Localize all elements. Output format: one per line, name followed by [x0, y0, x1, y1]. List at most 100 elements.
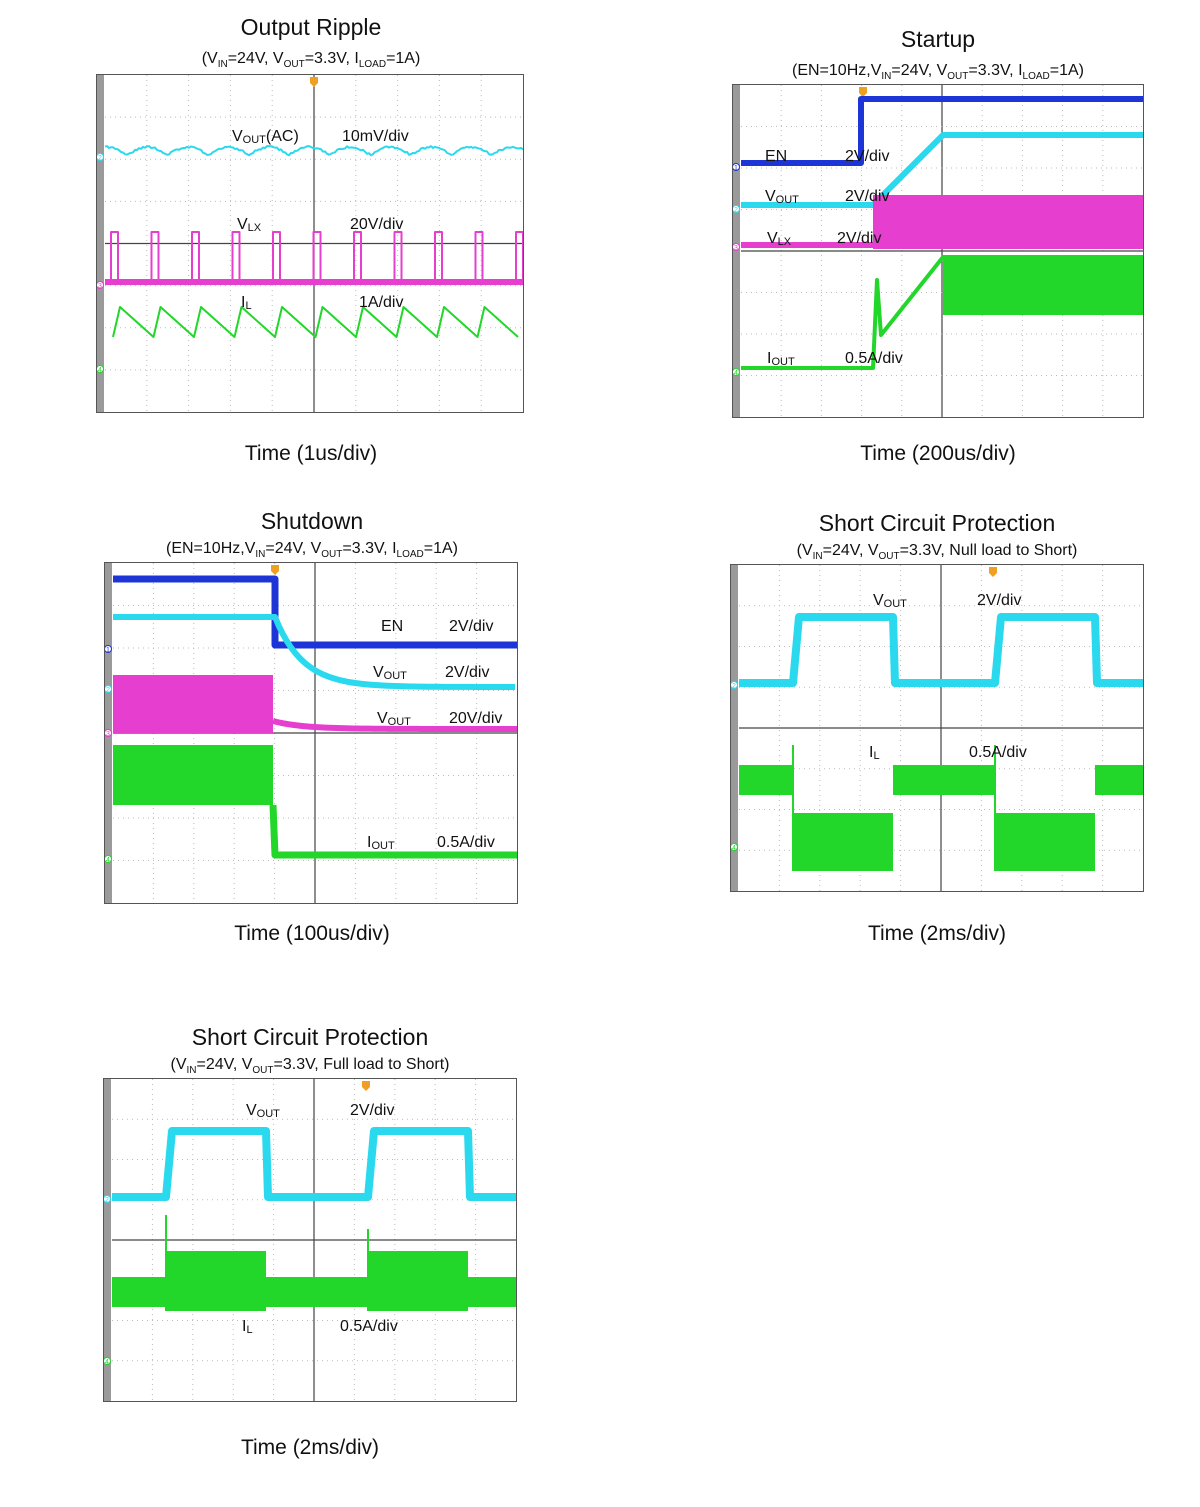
channel-marker-number: 3	[106, 731, 110, 738]
trace-scale-label: 2V/div	[977, 592, 1021, 609]
trace-il-short-ripple	[368, 1251, 468, 1311]
subtitle-subscript: OUT	[284, 59, 305, 70]
subtitle-subscript: LOAD	[359, 59, 386, 70]
trace-label: EN	[765, 148, 787, 165]
chart-title: Shutdown	[104, 508, 520, 535]
subtitle-text: =24V, V	[197, 1056, 253, 1073]
trigger-marker	[362, 1081, 370, 1091]
subtitle-text: (V	[202, 50, 218, 67]
trace-iout-ripple	[113, 745, 273, 805]
trace-label-subscript: OUT	[243, 134, 267, 146]
trigger-marker	[989, 567, 997, 577]
panel-short-circuit-full-load: Short Circuit Protection (VIN=24V, VOUT=…	[103, 1022, 517, 1472]
channel-marker-number: 4	[98, 367, 102, 374]
trace-label: VLX	[237, 216, 262, 234]
panel-shutdown: Shutdown (EN=10Hz,VIN=24V, VOUT=3.3V, IL…	[104, 506, 520, 956]
trace-label-main: V	[246, 1102, 257, 1119]
channel-marker-number: 2	[734, 207, 738, 214]
chart-subtitle: (EN=10Hz,VIN=24V, VOUT=3.3V, ILOAD=1A)	[104, 540, 520, 560]
scope-plot: 2 4 VOUT 2V/div IL 0.5A/div	[731, 565, 1143, 891]
scope-screen: 1 2 3 4 EN 2V/div VOUT 2V/div VLX 2V/div IOUT 0.5A/…	[732, 84, 1144, 418]
subtitle-text: =3.3V, Full load to Short)	[274, 1056, 450, 1073]
trace-label: VOUT(AC)	[232, 128, 299, 146]
trace-label-subscript: L	[245, 300, 251, 312]
trace-label-subscript: OUT	[257, 1108, 281, 1120]
subtitle-text: (EN=10Hz,V	[166, 540, 255, 557]
scope-plot: 1234EN 2V/divVOUT 2V/divVLX 2V/divIOUT 0.5A/…	[733, 85, 1143, 417]
subtitle-subscript: IN	[218, 59, 228, 70]
trace-label-subscript: OUT	[776, 194, 800, 206]
panel-startup: Startup (EN=10Hz,VIN=24V, VOUT=3.3V, ILO…	[732, 22, 1144, 472]
subtitle-subscript: OUT	[879, 551, 900, 562]
chart-title: Output Ripple	[96, 14, 526, 41]
subtitle-subscript: LOAD	[397, 549, 424, 560]
scope-screen: 2 3 4 VOUT(AC) 10mV/div VLX 20V/div IL 1A/div	[96, 74, 524, 413]
trace-label-subscript: OUT	[388, 716, 412, 728]
trace-label-main: V	[373, 664, 384, 681]
trace-label-subscript: OUT	[384, 670, 408, 682]
trace-vlx-noise	[105, 279, 523, 285]
trace-label-subscript: OUT	[884, 598, 908, 610]
x-axis-label: Time (2ms/div)	[103, 1436, 517, 1460]
channel-marker-number: 4	[732, 845, 736, 852]
channel-marker-number: 3	[98, 283, 102, 290]
trace-vlx-switching	[113, 675, 273, 733]
subtitle-subscript: OUT	[252, 1065, 273, 1076]
trace-iout-ripple	[943, 255, 1143, 315]
subtitle-subscript: OUT	[947, 71, 968, 82]
trigger-marker	[310, 77, 318, 87]
scope-screen: 2 4 VOUT 2V/div IL 0.5A/div	[730, 564, 1144, 892]
chart-subtitle: (VIN=24V, VOUT=3.3V, Null load to Short)	[730, 542, 1144, 562]
trace-label: VLX	[767, 230, 792, 248]
trace-scale-label: 20V/div	[449, 710, 502, 727]
trace-label: IL	[869, 744, 880, 762]
trace-label-main: V	[377, 710, 388, 727]
channel-marker-number: 3	[734, 245, 738, 252]
subtitle-text: =1A)	[386, 50, 420, 67]
scope-plot: 2 4 VOUT 2V/div IL 0.5A/div	[104, 1079, 516, 1401]
subtitle-subscript: OUT	[321, 549, 342, 560]
subtitle-text: =3.3V, Null load to Short)	[900, 542, 1078, 559]
trace-scale-label: 2V/div	[845, 188, 889, 205]
trace-il-ripple	[1095, 765, 1143, 795]
trace-il-ripple	[893, 765, 995, 795]
trace-label: VOUT	[765, 188, 799, 206]
trace-label: IOUT	[367, 834, 395, 852]
channel-marker-number: 2	[105, 1197, 109, 1204]
subtitle-text: =24V, V	[228, 50, 284, 67]
channel-marker-number: 1	[734, 165, 738, 172]
trace-scale-label: 0.5A/div	[437, 834, 495, 851]
trace-label-subscript: L	[873, 750, 879, 762]
chart-title: Short Circuit Protection	[730, 510, 1144, 537]
trigger-marker	[271, 565, 279, 575]
subtitle-text: (V	[797, 542, 813, 559]
scope-plot: 1234EN 2V/divVOUT 2V/divVOUT 20V/divIOUT 0.5…	[105, 563, 517, 903]
chart-subtitle: (EN=10Hz,VIN=24V, VOUT=3.3V, ILOAD=1A)	[732, 62, 1144, 82]
trace-label-subscript: L	[246, 1324, 252, 1336]
trace-label-subscript: OUT	[771, 356, 795, 368]
trace-vlx	[111, 232, 523, 282]
panel-short-circuit-null-load: Short Circuit Protection (VIN=24V, VOUT=…	[730, 508, 1144, 958]
trace-scale-label: 2V/div	[845, 148, 889, 165]
channel-marker-number: 4	[105, 1359, 109, 1366]
trace-label-main: EN	[765, 148, 787, 165]
trace-scale-label: 10mV/div	[342, 128, 409, 145]
trace-il	[113, 307, 518, 337]
trace-il-ripple	[468, 1277, 516, 1307]
trace-label: IOUT	[767, 350, 795, 368]
subtitle-text: (V	[171, 1056, 187, 1073]
trace-label: IL	[241, 294, 252, 312]
channel-marker-number: 2	[732, 683, 736, 690]
trigger-marker	[859, 87, 867, 97]
x-axis-label: Time (1us/div)	[96, 442, 526, 466]
panel-output-ripple: Output Ripple (VIN=24V, VOUT=3.3V, ILOAD…	[96, 12, 526, 472]
channel-marker-number: 1	[106, 647, 110, 654]
trace-label-subscript: OUT	[371, 840, 395, 852]
trace-label-main: V	[767, 230, 778, 247]
trace-scale-label: 2V/div	[350, 1102, 394, 1119]
subtitle-text: =24V, V	[891, 62, 947, 79]
subtitle-text: =3.3V, I	[342, 540, 396, 557]
trace-label-main: V	[237, 216, 248, 233]
chart-title: Startup	[732, 26, 1144, 53]
trace-label: EN	[381, 618, 403, 635]
